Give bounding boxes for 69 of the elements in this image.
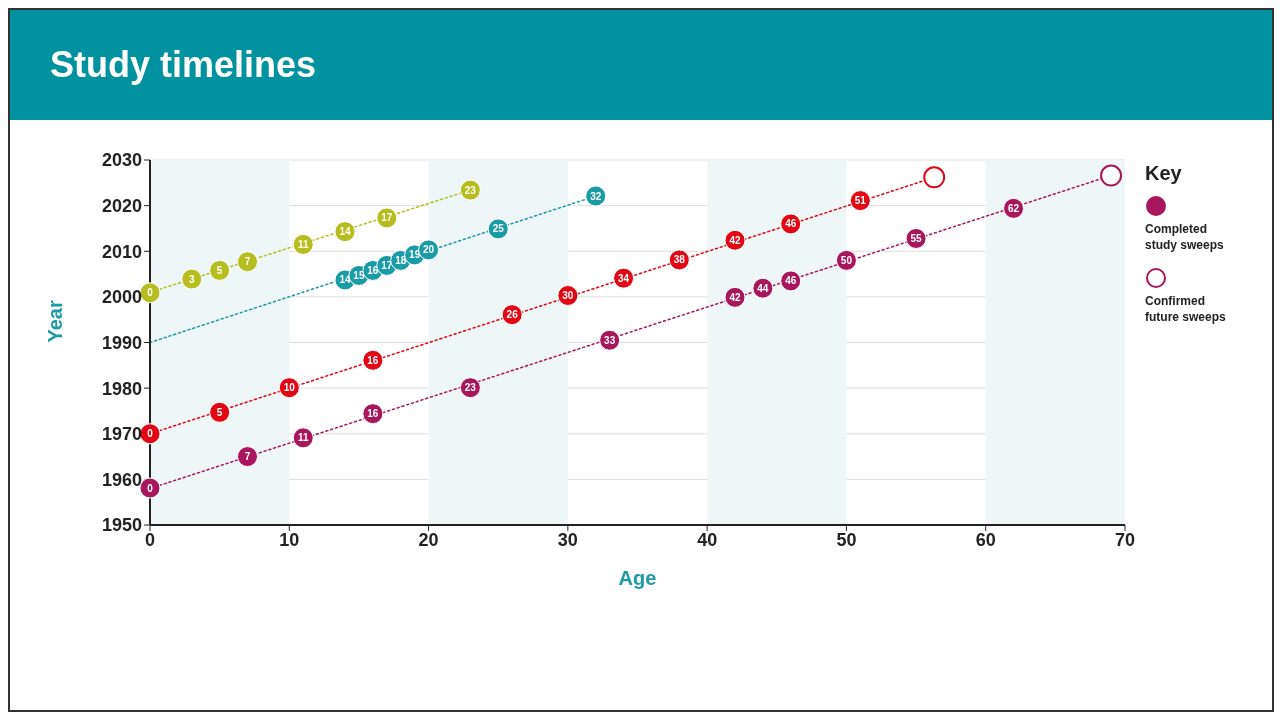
annotation: 0 bbox=[147, 428, 154, 440]
annotation: 5 bbox=[216, 406, 223, 418]
annotation: 16 bbox=[367, 354, 379, 366]
annotation: 16 bbox=[367, 408, 379, 420]
annotation: 38 bbox=[673, 254, 686, 266]
annotation: 3 bbox=[189, 273, 195, 285]
annotation: 19 bbox=[409, 249, 421, 261]
y-tick-label: 1950 bbox=[101, 515, 142, 536]
x-tick-label: 50 bbox=[836, 529, 857, 550]
annotation: 26 bbox=[506, 309, 519, 321]
y-tick-label: 2020 bbox=[101, 196, 142, 217]
annotation: 15 bbox=[353, 269, 365, 281]
y-tick-label: 1990 bbox=[101, 332, 142, 353]
annotation: 14 bbox=[339, 226, 351, 238]
annotation: 51 bbox=[854, 195, 867, 207]
annotation: 23 bbox=[464, 382, 477, 394]
y-tick-label: 1960 bbox=[101, 469, 142, 490]
annotation: 0 bbox=[147, 482, 154, 494]
x-tick-label: 40 bbox=[697, 529, 718, 550]
x-tick-label: 20 bbox=[418, 529, 439, 550]
text: Confirmed future sweeps bbox=[1145, 293, 1227, 325]
annotation: 46 bbox=[785, 275, 797, 287]
x-tick-label: 70 bbox=[1114, 529, 1136, 550]
annotation: 55 bbox=[910, 232, 923, 244]
annotation: 42 bbox=[729, 234, 741, 246]
x-axis-title: Age bbox=[618, 567, 657, 589]
y-tick-label: 2010 bbox=[101, 241, 142, 262]
point bbox=[237, 446, 258, 468]
annotation: 32 bbox=[590, 190, 602, 202]
x-tick-label: 10 bbox=[279, 529, 300, 550]
y-tick-label: 1980 bbox=[101, 378, 142, 399]
y-tick-label: 2030 bbox=[101, 150, 142, 171]
annotation: 25 bbox=[492, 223, 505, 235]
annotation: 30 bbox=[562, 290, 574, 302]
annotation: 16 bbox=[367, 264, 379, 276]
annotation: 42 bbox=[729, 291, 741, 303]
annotation: 7 bbox=[244, 256, 251, 268]
annotation: 50 bbox=[840, 254, 853, 266]
text: Completed study sweeps bbox=[1145, 221, 1225, 253]
y-tick-label: 2000 bbox=[101, 287, 142, 308]
point bbox=[209, 401, 231, 423]
point bbox=[181, 268, 203, 290]
y-tick-label: 1970 bbox=[101, 424, 142, 445]
annotation: 17 bbox=[381, 212, 393, 224]
annotation: 23 bbox=[464, 184, 477, 196]
point bbox=[209, 259, 231, 281]
point bbox=[923, 166, 946, 189]
legend-title: Key bbox=[1145, 162, 1183, 185]
annotation: 0 bbox=[147, 287, 154, 299]
y-axis-title: Year bbox=[44, 300, 67, 343]
x-tick-label: 60 bbox=[975, 529, 996, 550]
annotation: 7 bbox=[244, 451, 251, 463]
annotation: 20 bbox=[423, 244, 435, 256]
x-tick-label: 0 bbox=[144, 529, 156, 550]
point bbox=[237, 251, 258, 273]
chart-title: Study timelines bbox=[50, 44, 317, 86]
annotation: 44 bbox=[757, 282, 769, 294]
annotation: 5 bbox=[216, 264, 223, 276]
annotation: 62 bbox=[1008, 202, 1020, 214]
x-tick-label: 30 bbox=[557, 529, 578, 550]
annotation: 17 bbox=[381, 259, 393, 271]
annotation: 11 bbox=[297, 432, 309, 444]
annotation: 11 bbox=[297, 238, 309, 250]
annotation: 34 bbox=[618, 272, 630, 284]
annotation: 18 bbox=[395, 254, 407, 266]
annotation: 46 bbox=[785, 218, 797, 230]
annotation: 10 bbox=[283, 382, 296, 394]
annotation: 33 bbox=[604, 334, 616, 346]
point bbox=[1100, 164, 1123, 187]
